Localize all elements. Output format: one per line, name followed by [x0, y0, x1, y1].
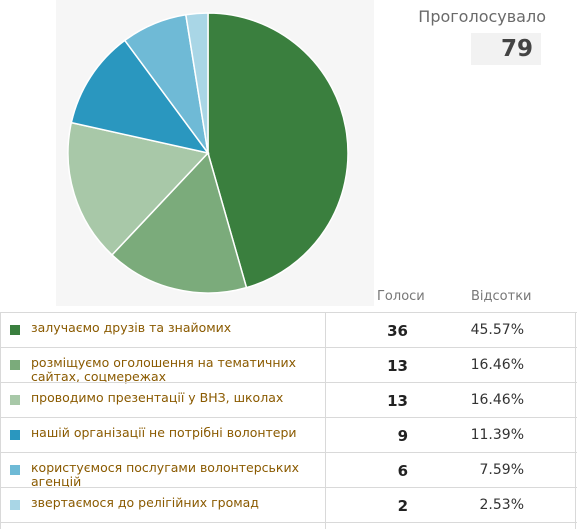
option-percent: 16.46%: [470, 357, 524, 373]
table-border-left: [0, 312, 1, 529]
result-row: звертаємося до релігійних громад 2 2.53%: [0, 487, 577, 523]
results-table: залучаємо друзів та знайомих 36 45.57% р…: [0, 312, 577, 523]
legend-swatch: [10, 430, 20, 440]
pie-slice: [207, 12, 349, 289]
pie-slice: [70, 39, 210, 155]
pie-chart: [67, 12, 349, 294]
option-label: розміщуємо оголошення на тематичних сайт…: [31, 355, 297, 384]
total-votes-value: 79: [500, 36, 533, 62]
legend-swatch: [10, 360, 20, 370]
legend-swatch: [10, 465, 20, 475]
option-votes: 2: [397, 497, 408, 515]
option-votes: 13: [387, 357, 408, 375]
option-percent: 7.59%: [479, 462, 524, 478]
result-row: проводимо презентації у ВНЗ, школах 13 1…: [0, 382, 577, 417]
legend-swatch: [10, 500, 20, 510]
legend-swatch: [10, 395, 20, 405]
result-row: нашій організації не потрібні волонтери …: [0, 417, 577, 452]
option-label: нашій організації не потрібні волонтери: [31, 425, 297, 440]
option-percent: 16.46%: [470, 392, 524, 408]
votes-column-header: Голоси: [377, 289, 425, 304]
option-votes: 6: [397, 462, 408, 480]
pie-slice: [184, 12, 209, 154]
result-row: залучаємо друзів та знайомих 36 45.57%: [0, 312, 577, 347]
pie-slice: [110, 151, 248, 294]
option-votes: 9: [397, 427, 408, 445]
total-votes-label: Проголосувало: [418, 7, 546, 26]
table-border-right: [575, 312, 576, 529]
option-percent: 2.53%: [479, 497, 524, 513]
legend-swatch: [10, 325, 20, 335]
option-votes: 13: [387, 392, 408, 410]
option-label: проводимо презентації у ВНЗ, школах: [31, 390, 284, 405]
option-percent: 11.39%: [470, 427, 524, 443]
option-label: звертаємося до релігійних громад: [31, 495, 259, 510]
pie-slice: [67, 121, 210, 256]
result-row: розміщуємо оголошення на тематичних сайт…: [0, 347, 577, 384]
table-column-divider: [325, 312, 326, 529]
percent-column-header: Відсотки: [471, 289, 532, 304]
result-row: користуємося послугами волонтерських аге…: [0, 452, 577, 489]
option-percent: 45.57%: [470, 322, 524, 338]
option-label: залучаємо друзів та знайомих: [31, 320, 232, 335]
option-label: користуємося послугами волонтерських аге…: [31, 460, 299, 489]
option-votes: 36: [387, 322, 408, 340]
total-votes-box: 79: [471, 33, 541, 65]
